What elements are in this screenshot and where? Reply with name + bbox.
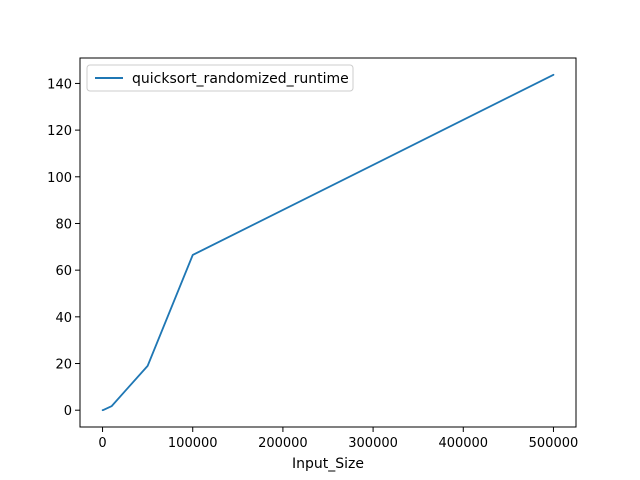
x-axis-label: Input_Size bbox=[292, 456, 364, 472]
x-tick-label: 400000 bbox=[438, 436, 488, 451]
legend-label: quicksort_randomized_runtime bbox=[132, 71, 349, 87]
x-axis-ticks: 0 100000 200000 300000 400000 500000 bbox=[98, 427, 578, 451]
y-tick-label: 0 bbox=[64, 404, 72, 419]
y-tick-label: 20 bbox=[55, 358, 72, 373]
series-line-0 bbox=[101, 73, 555, 412]
series-layer bbox=[101, 73, 555, 412]
plot-frame bbox=[79, 57, 577, 428]
y-tick-label: 120 bbox=[47, 124, 72, 139]
x-tick-label: 500000 bbox=[529, 436, 579, 451]
y-axis-ticks: 0 20 40 60 80 100 120 140 bbox=[47, 77, 80, 419]
x-tick-label: 100000 bbox=[168, 436, 218, 451]
y-tick-label: 80 bbox=[55, 217, 72, 232]
legend: quicksort_randomized_runtime bbox=[86, 64, 354, 92]
plot-area bbox=[79, 57, 577, 428]
x-tick-label: 300000 bbox=[348, 436, 398, 451]
x-tick-label: 200000 bbox=[258, 436, 308, 451]
y-tick-label: 40 bbox=[55, 311, 72, 326]
y-tick-label: 100 bbox=[47, 171, 72, 186]
x-tick-label: 0 bbox=[98, 436, 106, 451]
y-tick-label: 60 bbox=[55, 264, 72, 279]
y-tick-label: 140 bbox=[47, 77, 72, 92]
legend-box bbox=[86, 64, 354, 92]
